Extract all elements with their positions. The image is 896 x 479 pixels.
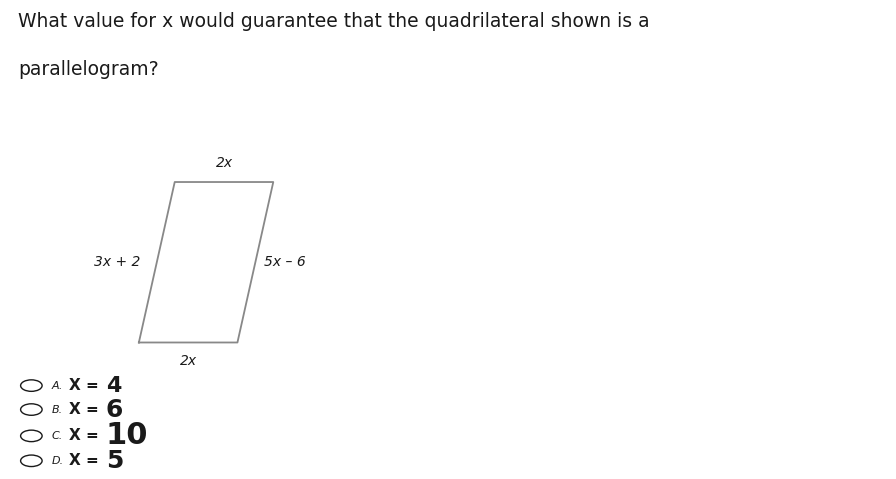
Text: B.: B. (52, 405, 63, 414)
Text: 6: 6 (106, 398, 123, 422)
Text: C.: C. (52, 431, 64, 441)
Text: parallelogram?: parallelogram? (18, 60, 159, 79)
Text: 2x: 2x (215, 156, 233, 170)
Text: 3x + 2: 3x + 2 (94, 255, 141, 269)
Text: 5: 5 (106, 449, 123, 473)
Text: A.: A. (52, 381, 64, 390)
Text: 2x: 2x (179, 354, 197, 368)
Text: X =: X = (69, 378, 104, 393)
Text: X =: X = (69, 453, 104, 468)
Text: 5x – 6: 5x – 6 (264, 255, 306, 269)
Text: What value for x would guarantee that the quadrilateral shown is a: What value for x would guarantee that th… (18, 12, 650, 31)
Text: X =: X = (69, 402, 104, 417)
Text: 4: 4 (106, 376, 121, 396)
Text: X =: X = (69, 428, 104, 444)
Text: D.: D. (52, 456, 65, 466)
Text: 10: 10 (106, 422, 148, 450)
